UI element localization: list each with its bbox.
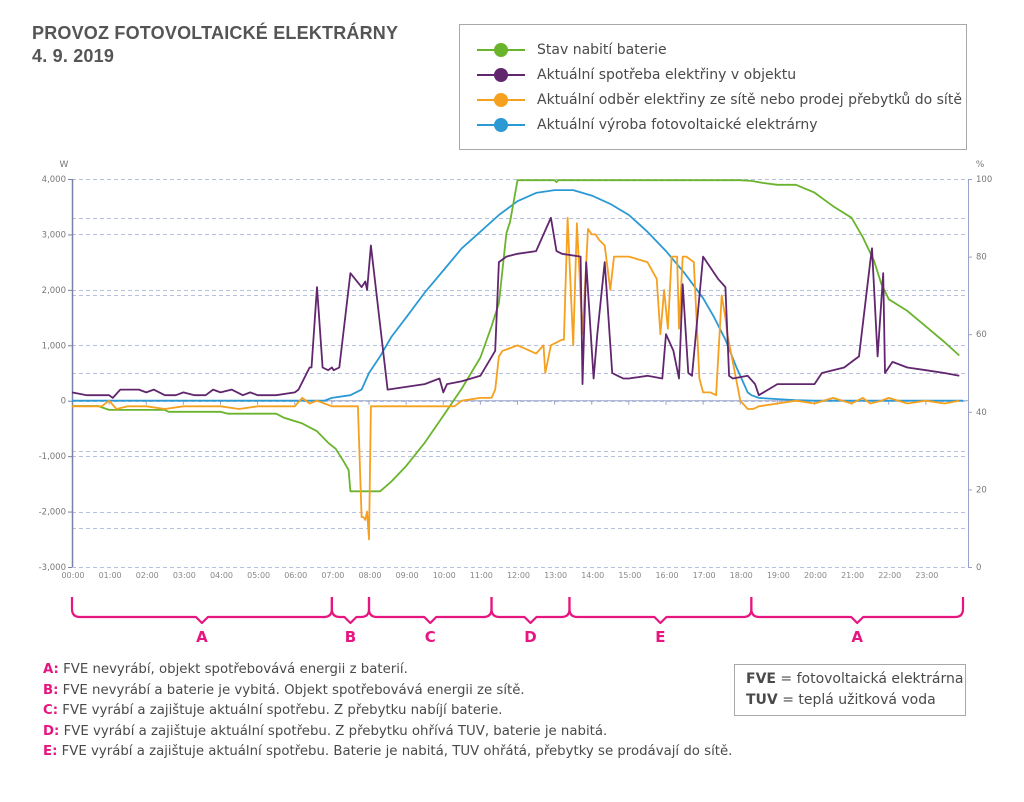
y-tick-label: 0	[61, 397, 66, 407]
period-bracket	[330, 597, 371, 625]
x-tick-label: 22:00	[878, 571, 901, 580]
note-b: B: FVE nevyrábí a baterie je vybitá. Obj…	[43, 682, 525, 698]
title-text: PROVOZ FOTOVOLTAICKÉ ELEKTRÁRNY	[32, 23, 399, 43]
x-tick-label: 16:00	[655, 571, 678, 580]
period-label: B	[345, 628, 356, 646]
y-tick-label: 1,000	[42, 341, 66, 351]
x-ticks: 00:00 01:00 02:00 03:00 04:00 05:00 06:00 07:00…	[61, 400, 938, 580]
legend-item-production: Aktuální výroba fotovoltaické elektrárny	[475, 114, 818, 136]
legend-item-grid: Aktuální odběr elektřiny ze sítě nebo pr…	[475, 89, 962, 111]
period-bracket	[568, 597, 753, 625]
y-tick-label: 4,000	[42, 175, 66, 185]
x-tick-label: 12:00	[507, 571, 530, 580]
x-tick-label: 02:00	[136, 571, 159, 580]
legend-marker-icon	[475, 114, 527, 136]
x-tick-label: 04:00	[210, 571, 233, 580]
period-bracket	[490, 597, 571, 625]
x-tick-label: 19:00	[767, 571, 790, 580]
y2-ticks: 100 80 60 40 20 0	[968, 175, 992, 573]
y2-tick-label: 100	[976, 175, 992, 185]
y-tick-label: 3,000	[42, 230, 66, 240]
chart-title: PROVOZ FOTOVOLTAICKÉ ELEKTRÁRNY 4. 9. 20…	[32, 22, 398, 68]
period-label: A	[196, 628, 208, 646]
period-label: C	[425, 628, 436, 646]
x-tick-label: 15:00	[618, 571, 641, 580]
title-date: 4. 9. 2019	[32, 46, 115, 66]
x-tick-label: 03:00	[173, 571, 196, 580]
y-tick-label: -1,000	[39, 452, 66, 462]
y-ticks: 4,000 3,000 2,000 1,000 0 -1,000 -2,000 -3,000	[39, 175, 72, 573]
note-e: E: FVE vyrábí a zajištuje aktuální spotř…	[43, 744, 733, 760]
x-tick-label: 07:00	[321, 571, 344, 580]
legend-marker-icon	[475, 89, 527, 111]
legend-label: Aktuální odběr elektřiny ze sítě nebo pr…	[537, 92, 962, 108]
legend-item-battery: Stav nabití baterie	[475, 39, 667, 61]
x-tick-label: 18:00	[730, 571, 753, 580]
period-label: D	[524, 628, 536, 646]
x-tick-label: 05:00	[247, 571, 270, 580]
series-lines	[71, 179, 963, 541]
y2-tick-label: 80	[976, 253, 987, 263]
y-axis-label: W	[60, 160, 69, 170]
x-tick-label: 17:00	[693, 571, 716, 580]
x-tick-label: 09:00	[396, 571, 419, 580]
series-line-grid	[72, 216, 960, 541]
legend-marker-icon	[475, 64, 527, 86]
legend: Stav nabití baterie Aktuální spotřeba el…	[459, 24, 967, 150]
x-tick-label: 08:00	[358, 571, 381, 580]
note-c: C: FVE vyrábí a zajištuje aktuální spotř…	[43, 703, 503, 719]
period-notes: A: FVE nevyrábí, objekt spotřebovává ene…	[43, 660, 732, 763]
x-tick-label: 01:00	[99, 571, 122, 580]
y2-tick-label: 0	[976, 563, 981, 573]
abbr-fve: FVE = fotovoltaická elektrárna	[746, 671, 964, 687]
series-line-production	[72, 189, 963, 402]
y-tick-label: 2,000	[42, 286, 66, 296]
y2-tick-label: 20	[976, 485, 987, 495]
series-line-battery	[72, 179, 960, 493]
abbr-tuv: TUV = teplá užitková voda	[746, 692, 936, 708]
y2-axis-label: %	[976, 160, 985, 170]
x-tick-label: 21:00	[841, 571, 864, 580]
abbreviations-box: FVE = fotovoltaická elektrárna TUV = tep…	[734, 664, 966, 716]
y-tick-label: -2,000	[39, 508, 66, 518]
x-tick-label: 14:00	[581, 571, 604, 580]
note-d: D: FVE vyrábí a zajištuje aktuální spotř…	[43, 723, 608, 739]
period-bracket	[70, 597, 333, 625]
x-tick-label: 13:00	[544, 571, 567, 580]
legend-label: Stav nabití baterie	[537, 42, 667, 58]
y-tick-label: -3,000	[39, 563, 66, 573]
x-tick-label: 06:00	[284, 571, 307, 580]
y2-tick-label: 40	[976, 408, 987, 418]
legend-label: Aktuální spotřeba elektřiny v objektu	[537, 67, 797, 83]
y2-tick-label: 60	[976, 330, 987, 340]
chart-svg: W % 4,000 3,000 2,000 1,000 0 -1,000 -2,000 -3,…	[39, 160, 993, 646]
x-tick-label: 00:00	[61, 571, 84, 580]
period-label: A	[851, 628, 863, 646]
gridlines	[72, 179, 968, 568]
period-bracket	[750, 597, 965, 625]
period-label: E	[655, 628, 665, 646]
series-line-consumption	[71, 216, 960, 399]
x-tick-label: 20:00	[804, 571, 827, 580]
x-tick-label: 10:00	[433, 571, 456, 580]
legend-label: Aktuální výroba fotovoltaické elektrárny	[537, 117, 818, 133]
note-a: A: FVE nevyrábí, objekt spotřebovává ene…	[43, 662, 408, 677]
x-tick-label: 11:00	[470, 571, 493, 580]
x-tick-label: 23:00	[915, 571, 938, 580]
legend-marker-icon	[475, 39, 527, 61]
legend-item-consumption: Aktuální spotřeba elektřiny v objektu	[475, 64, 796, 86]
period-bracket	[367, 597, 493, 625]
